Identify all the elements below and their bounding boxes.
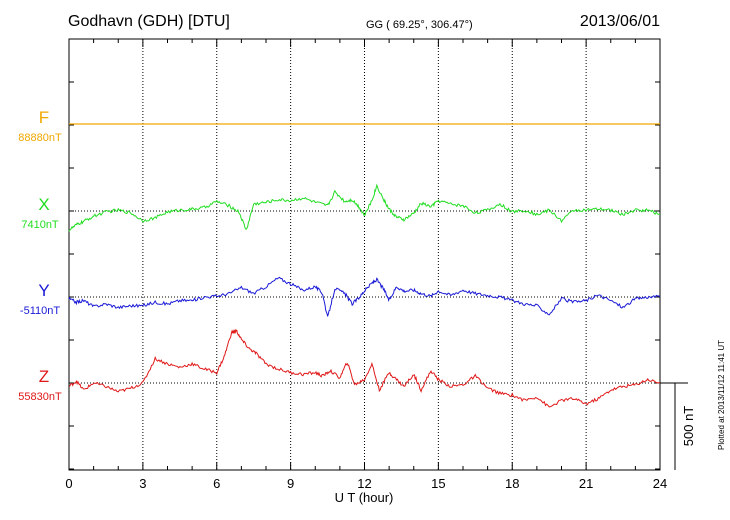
x-tick-label: 24: [653, 476, 667, 491]
series-x-line: [68, 183, 661, 232]
component-label-y: Y: [38, 281, 49, 300]
x-tick-label: 3: [139, 476, 146, 491]
baseline-value-z: 55830nT: [18, 391, 62, 403]
x-tick-label: 0: [65, 476, 72, 491]
component-label-z: Z: [39, 367, 49, 386]
baseline-value-f: 88880nT: [18, 132, 62, 144]
x-axis-label: U T (hour): [335, 490, 394, 505]
component-label-x: X: [38, 195, 49, 214]
scale-bar-label: 500 nT: [681, 406, 696, 447]
x-tick-label: 9: [287, 476, 294, 491]
station-title: Godhavn (GDH) [DTU]: [68, 13, 230, 30]
x-tick-label: 21: [579, 476, 593, 491]
x-tick-label: 15: [431, 476, 445, 491]
x-tick-label: 18: [505, 476, 519, 491]
series-group: [68, 123, 661, 408]
component-label-f: F: [39, 108, 49, 127]
series-y-line: [68, 276, 661, 317]
axis-ticks: 0 3 6 9 12 15 18 21 24: [65, 39, 667, 491]
plotted-at-note: Plotted at 2013/11/12 11:41 UT: [717, 340, 726, 450]
x-tick-label: 6: [213, 476, 220, 491]
x-tick-label: 12: [357, 476, 371, 491]
station-coords: GG ( 69.25°, 306.47°): [366, 19, 473, 31]
scale-bar: 500 nT: [660, 382, 696, 470]
baseline-value-x: 7410nT: [21, 219, 59, 231]
baseline-value-y: -5110nT: [20, 305, 60, 317]
series-z-line: [68, 328, 661, 408]
chart-date: 2013/06/01: [580, 13, 660, 30]
component-labels: F 88880nT X 7410nT Y -5110nT Z 55830nT: [18, 108, 62, 403]
grid: [69, 39, 660, 470]
